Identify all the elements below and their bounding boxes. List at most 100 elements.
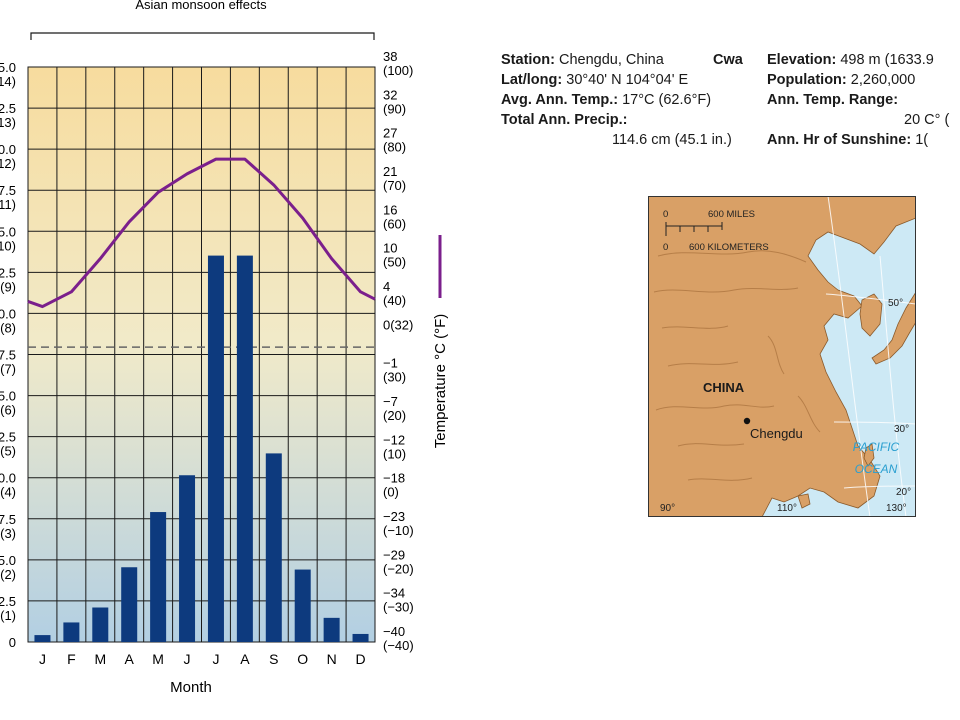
temp-tick-sublabel: (20) xyxy=(383,408,406,423)
lat-50-label: 50° xyxy=(888,298,903,309)
x-axis-title: Month xyxy=(170,679,212,696)
precip-tick-sublabel: (6) xyxy=(0,403,16,418)
temp-tick-label: −29 xyxy=(383,547,405,562)
map-landmass xyxy=(648,196,916,517)
precipitation-bar xyxy=(236,255,253,642)
elevation-label: Elevation: xyxy=(767,52,837,68)
latlong-row: Lat/long: 30°40' N 104°04' E xyxy=(501,70,688,90)
scale-zero-top: 0 xyxy=(663,209,668,220)
temp-tick-label: 16 xyxy=(383,202,397,217)
month-tick-label: M xyxy=(94,651,106,667)
precipitation-bar xyxy=(352,633,369,642)
temp-tick-sublabel: (90) xyxy=(383,101,406,116)
temp-tick-sublabel: (0) xyxy=(383,485,399,500)
ocean-label-line2: OCEAN xyxy=(855,462,898,476)
precipitation-bar xyxy=(179,475,196,642)
precip-tick-label: 20.0 xyxy=(0,306,16,321)
population-label: Population: xyxy=(767,72,847,88)
precipitation-bar xyxy=(265,453,282,642)
climate-code-value: Cwa xyxy=(713,52,743,68)
lat-30-label: 30° xyxy=(894,424,909,435)
station-info: Station: Chengdu, China Cwa Lat/long: 30… xyxy=(501,50,960,150)
precip-tick-label: 0 xyxy=(9,635,16,650)
precip-tick-label: 27.5 xyxy=(0,183,16,198)
map-frame xyxy=(648,196,916,517)
avg-temp-value: 17°C (62.6°F) xyxy=(622,92,712,108)
precip-row: Total Ann. Precip.: xyxy=(501,110,627,130)
elevation-value: 498 m (1633.9 xyxy=(840,52,934,68)
month-tick-label: A xyxy=(125,651,135,667)
lon-130-label: 130° xyxy=(886,503,907,514)
latlong-value: 30°40' N 104°04' E xyxy=(566,72,689,88)
temp-tick-label: 0(32) xyxy=(383,317,413,332)
precip-tick-sublabel: (1) xyxy=(0,608,16,623)
sunshine-label: Ann. Hr of Sunshine: xyxy=(767,132,912,148)
precip-tick-sublabel: (10) xyxy=(0,238,16,253)
temp-tick-sublabel: (−20) xyxy=(383,561,414,576)
chengdu-marker xyxy=(743,417,751,425)
precip-tick-sublabel: (13) xyxy=(0,115,16,130)
precip-tick-sublabel: (9) xyxy=(0,279,16,294)
scale-miles: 600 MILES xyxy=(708,209,755,220)
precipitation-bar xyxy=(34,635,51,642)
temp-tick-label: −7 xyxy=(383,394,398,409)
precipitation-bar xyxy=(121,567,138,642)
location-map: 0 600 MILES 0 600 KILOMETERS CHINA Cheng… xyxy=(648,196,916,517)
temp-tick-label: 4 xyxy=(383,279,390,294)
precip-tick-label: 10.0 xyxy=(0,471,16,486)
precip-tick-label: 35.0 xyxy=(0,60,16,75)
precip-value-row: 114.6 cm (45.1 in.) xyxy=(612,130,732,150)
temp-tick-sublabel: (30) xyxy=(383,370,406,385)
map-terrain-texture xyxy=(653,250,821,481)
map-scale-bar xyxy=(665,222,723,236)
temp-tick-sublabel: (−30) xyxy=(383,600,414,615)
climate-code: Cwa xyxy=(713,50,743,70)
precip-tick-sublabel: (14) xyxy=(0,74,16,89)
temp-tick-label: −23 xyxy=(383,509,405,524)
precipitation-bar xyxy=(294,569,311,642)
station-label: Station: xyxy=(501,52,555,68)
temperature-line xyxy=(27,157,376,309)
temp-tick-label: −40 xyxy=(383,624,405,639)
scale-zero-bottom: 0 xyxy=(663,242,668,253)
temp-tick-sublabel: (−10) xyxy=(383,523,414,538)
temp-tick-sublabel: (10) xyxy=(383,446,406,461)
precip-tick-label: 17.5 xyxy=(0,348,16,363)
temp-tick-label: 32 xyxy=(383,87,397,102)
month-tick-label: J xyxy=(212,651,219,667)
station-value: Chengdu, China xyxy=(559,52,664,68)
monsoon-annotation: Asian monsoon effects xyxy=(135,0,267,12)
map-hainan xyxy=(797,493,811,509)
precip-tick-label: 22.5 xyxy=(0,265,16,280)
precip-tick-sublabel: (12) xyxy=(0,156,16,171)
precip-tick-label: 7.5 xyxy=(0,512,16,527)
precipitation-bar xyxy=(92,607,109,642)
precipitation-bar xyxy=(150,512,167,642)
precip-value: 114.6 cm (45.1 in.) xyxy=(612,132,732,148)
precipitation-bar xyxy=(207,255,224,642)
temp-tick-label: 10 xyxy=(383,241,397,256)
month-tick-label: N xyxy=(327,651,337,667)
precip-tick-sublabel: (8) xyxy=(0,320,16,335)
map-taiwan xyxy=(863,443,875,467)
temp-tick-label: −18 xyxy=(383,471,405,486)
precip-tick-label: 5.0 xyxy=(0,553,16,568)
temperature-axis-title: Temperature °C (°F) xyxy=(432,314,449,449)
population-value: 2,260,000 xyxy=(850,72,916,88)
climograph: Asian monsoon effects 02.5(1)5.0(2)7.5(3… xyxy=(0,0,449,696)
month-tick-label: J xyxy=(39,651,46,667)
temp-tick-label: −1 xyxy=(383,356,398,371)
precip-tick-label: 15.0 xyxy=(0,389,16,404)
precip-tick-sublabel: (2) xyxy=(0,567,16,582)
map-korea xyxy=(859,293,883,337)
precip-tick-sublabel: (11) xyxy=(0,197,16,212)
month-tick-label: A xyxy=(240,651,250,667)
temp-tick-label: 21 xyxy=(383,164,397,179)
avg-temp-label: Avg. Ann. Temp.: xyxy=(501,92,619,108)
precip-tick-label: 30.0 xyxy=(0,142,16,157)
ocean-label-line1: PACIFIC xyxy=(853,440,900,454)
country-label: CHINA xyxy=(703,380,745,395)
scale-km: 600 KILOMETERS xyxy=(689,242,769,253)
temp-range-value: 20 C° ( xyxy=(904,112,950,128)
latlong-label: Lat/long: xyxy=(501,72,563,88)
